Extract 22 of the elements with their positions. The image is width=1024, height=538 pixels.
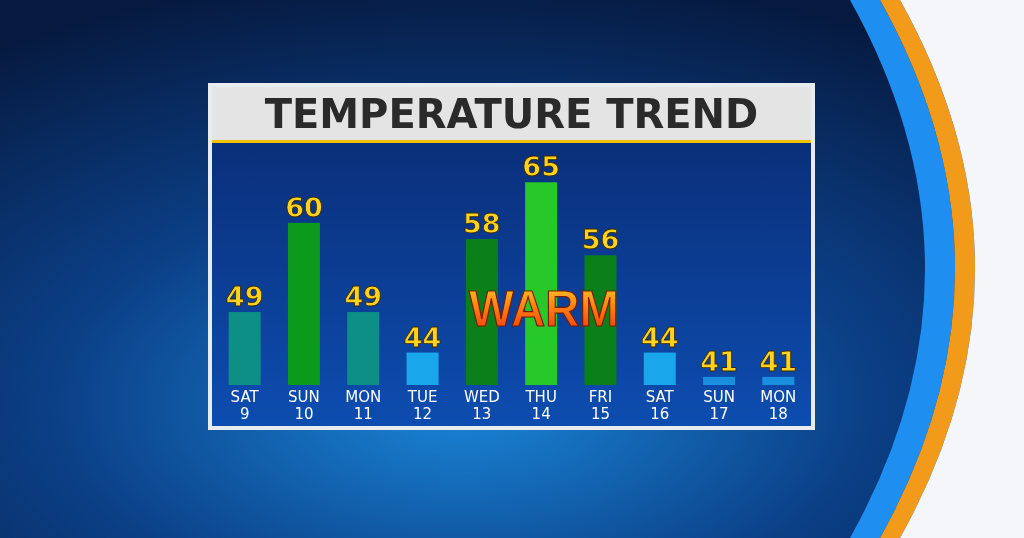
x-tick-label: TUE 12	[406, 388, 438, 423]
data-label: 60	[285, 191, 323, 223]
data-label: 65	[522, 151, 560, 183]
data-label: 44	[640, 321, 679, 353]
data-label: 49	[225, 281, 264, 313]
x-tick-label: WED 13	[463, 388, 500, 423]
x-tick-label: MON 18	[760, 388, 797, 423]
data-label: 41	[700, 345, 738, 377]
x-tick-label: SUN 10	[288, 388, 320, 423]
data-label: 58	[463, 208, 501, 240]
x-tick-label: MON 11	[345, 388, 382, 423]
data-label: 49	[344, 281, 383, 313]
x-tick-label: SAT 16	[645, 388, 675, 423]
x-tick-label: THU 14	[524, 388, 557, 423]
data-label: 44	[403, 321, 442, 353]
data-label: 41	[759, 345, 798, 377]
x-tick-label: FRI 15	[588, 388, 613, 423]
chart-title: TEMPERATURE TREND	[264, 91, 759, 137]
x-tick-label: SAT 9	[230, 388, 260, 423]
data-label: 56	[581, 224, 620, 256]
x-tick-label: SUN 17	[703, 388, 735, 423]
annotation: WARM	[469, 281, 628, 337]
